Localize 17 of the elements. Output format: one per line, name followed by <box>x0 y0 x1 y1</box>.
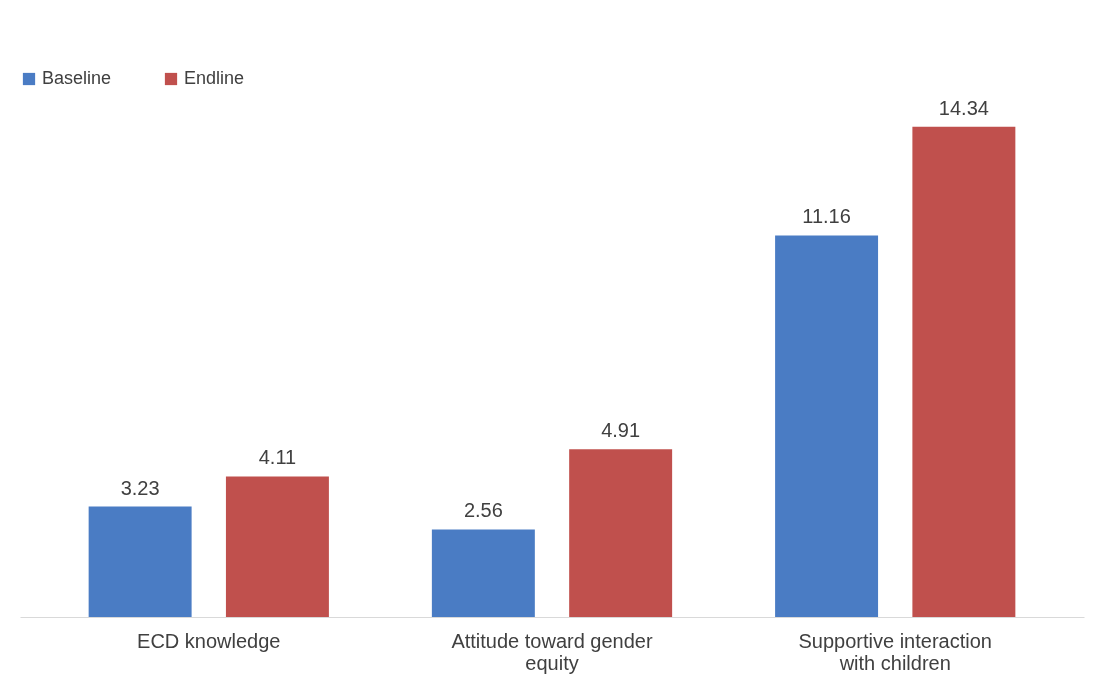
data-label: 14.34 <box>938 96 989 119</box>
data-label: 3.23 <box>120 476 160 499</box>
bar <box>225 476 329 617</box>
bar <box>569 449 673 617</box>
bar <box>88 506 192 617</box>
x-tick-label: Supportive interaction with children <box>798 629 992 674</box>
bar <box>775 235 879 617</box>
data-label: 4.11 <box>258 446 297 469</box>
data-label: 2.56 <box>463 499 503 522</box>
x-tick-label: ECD knowledge <box>137 629 281 652</box>
bar <box>912 126 1016 617</box>
x-tick-label: Attitude toward gender equity <box>451 629 653 674</box>
data-label: 4.91 <box>601 419 641 442</box>
data-label: 11.16 <box>802 205 851 228</box>
legend-label: Endline <box>184 68 245 88</box>
bar <box>431 529 535 617</box>
legend-label: Baseline <box>42 68 112 88</box>
